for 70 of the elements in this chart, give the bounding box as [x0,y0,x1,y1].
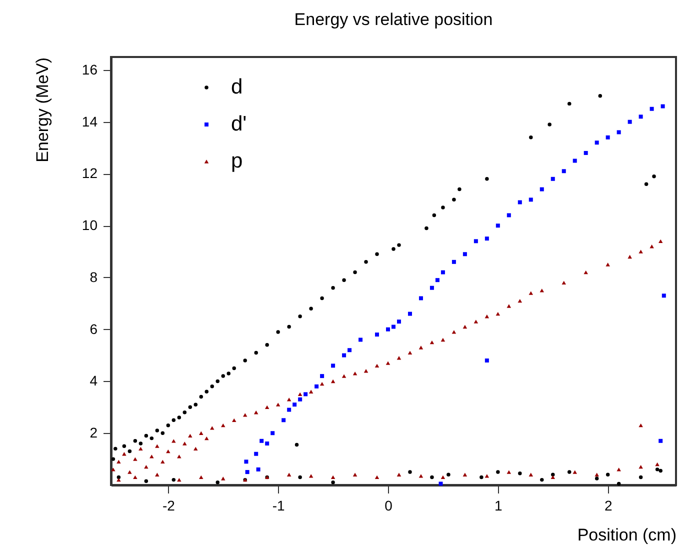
point [430,286,434,290]
y-axis-title: Energy (MeV) [32,58,52,162]
point [254,452,258,456]
x-tick-label: 1 [494,498,503,514]
point [572,158,577,163]
point [282,418,286,422]
point [304,392,308,396]
y-tick-label: 2 [90,424,98,441]
point [408,312,412,316]
point [462,252,467,256]
point [438,482,443,486]
point [265,441,270,446]
y-tick-label: 12 [82,165,98,182]
point [245,470,250,474]
point [342,353,346,358]
point [256,467,260,472]
point [244,460,248,464]
y-tick-label: 8 [90,268,98,285]
point [287,408,292,412]
y-tick-label: 4 [90,372,98,389]
legend-label: d [231,76,243,98]
point [662,294,666,298]
point [386,327,390,332]
point [650,106,654,111]
point [292,402,297,407]
x-tick-label: -2 [162,498,176,514]
point [314,384,319,388]
y-tick-label: 10 [82,217,98,234]
point [392,324,396,329]
point [484,236,489,241]
point [260,438,264,443]
point [396,320,401,324]
point [594,140,599,145]
point [550,176,555,181]
point [474,239,478,244]
point [375,332,380,337]
x-tick-label: 0 [384,498,393,514]
point [358,338,363,342]
point [320,374,324,378]
point [506,213,511,218]
y-tick-label: 6 [90,320,98,337]
point [518,200,522,204]
legend-label: p [231,150,243,172]
point [484,358,489,362]
point [658,438,663,443]
point [628,120,632,124]
x-tick-label: 2 [604,498,612,514]
point [606,135,610,140]
point [562,169,566,174]
point [660,104,665,108]
point [418,296,423,300]
point [270,431,275,436]
point [331,364,336,368]
point [616,130,621,134]
point [528,198,533,202]
chart-title: Energy vs relative position [294,10,493,29]
y-tick-label: 16 [82,61,98,78]
point [496,224,500,228]
point [584,150,588,155]
point [440,270,445,274]
x-axis-title: Position (cm) [577,526,676,544]
point [298,397,302,402]
point [638,114,643,119]
point [452,260,456,264]
y-tick-label: 14 [82,113,98,130]
point [540,187,544,192]
point [348,348,352,352]
point [435,278,440,282]
legend-label: d' [231,112,247,136]
x-tick-label: -1 [272,498,286,514]
